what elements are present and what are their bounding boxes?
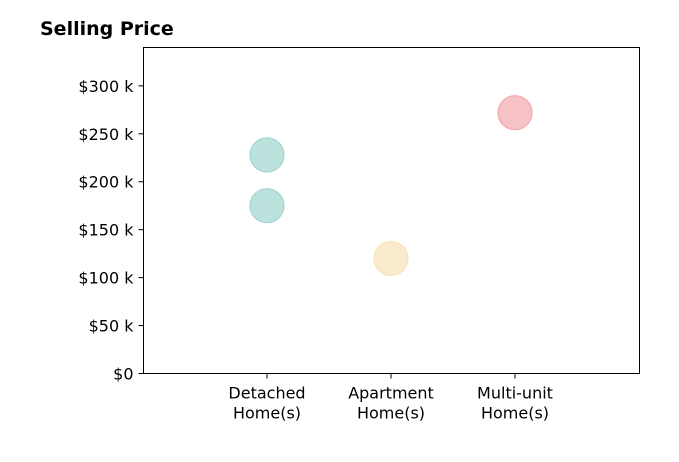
data-point bbox=[373, 240, 409, 277]
x-tick-label: Multi-unit Home(s) bbox=[477, 384, 553, 423]
y-tick-label: $100 k bbox=[78, 269, 134, 288]
y-tick-label: $250 k bbox=[78, 125, 134, 144]
y-tick-label: $150 k bbox=[78, 221, 134, 240]
y-axis: $0 $50 k $100 k $150 k $200 k $250 k $300 k bbox=[78, 77, 144, 384]
y-tick-label: $300 k bbox=[78, 77, 134, 96]
data-points bbox=[249, 95, 533, 277]
x-axis: Detached Home(s) Apartment Home(s) Multi-uni… bbox=[228, 373, 553, 423]
y-tick-label: $0 bbox=[113, 365, 133, 384]
chart-title: Selling Price bbox=[40, 18, 174, 40]
x-tick-label: Detached Home(s) bbox=[228, 384, 305, 423]
y-tick-label: $200 k bbox=[78, 173, 134, 192]
x-tick-label: Apartment Home(s) bbox=[348, 384, 434, 423]
data-point bbox=[249, 188, 285, 224]
plot-area-frame bbox=[143, 47, 640, 374]
data-point bbox=[497, 95, 533, 131]
y-tick-label: $50 k bbox=[89, 317, 135, 336]
data-point bbox=[249, 137, 285, 173]
